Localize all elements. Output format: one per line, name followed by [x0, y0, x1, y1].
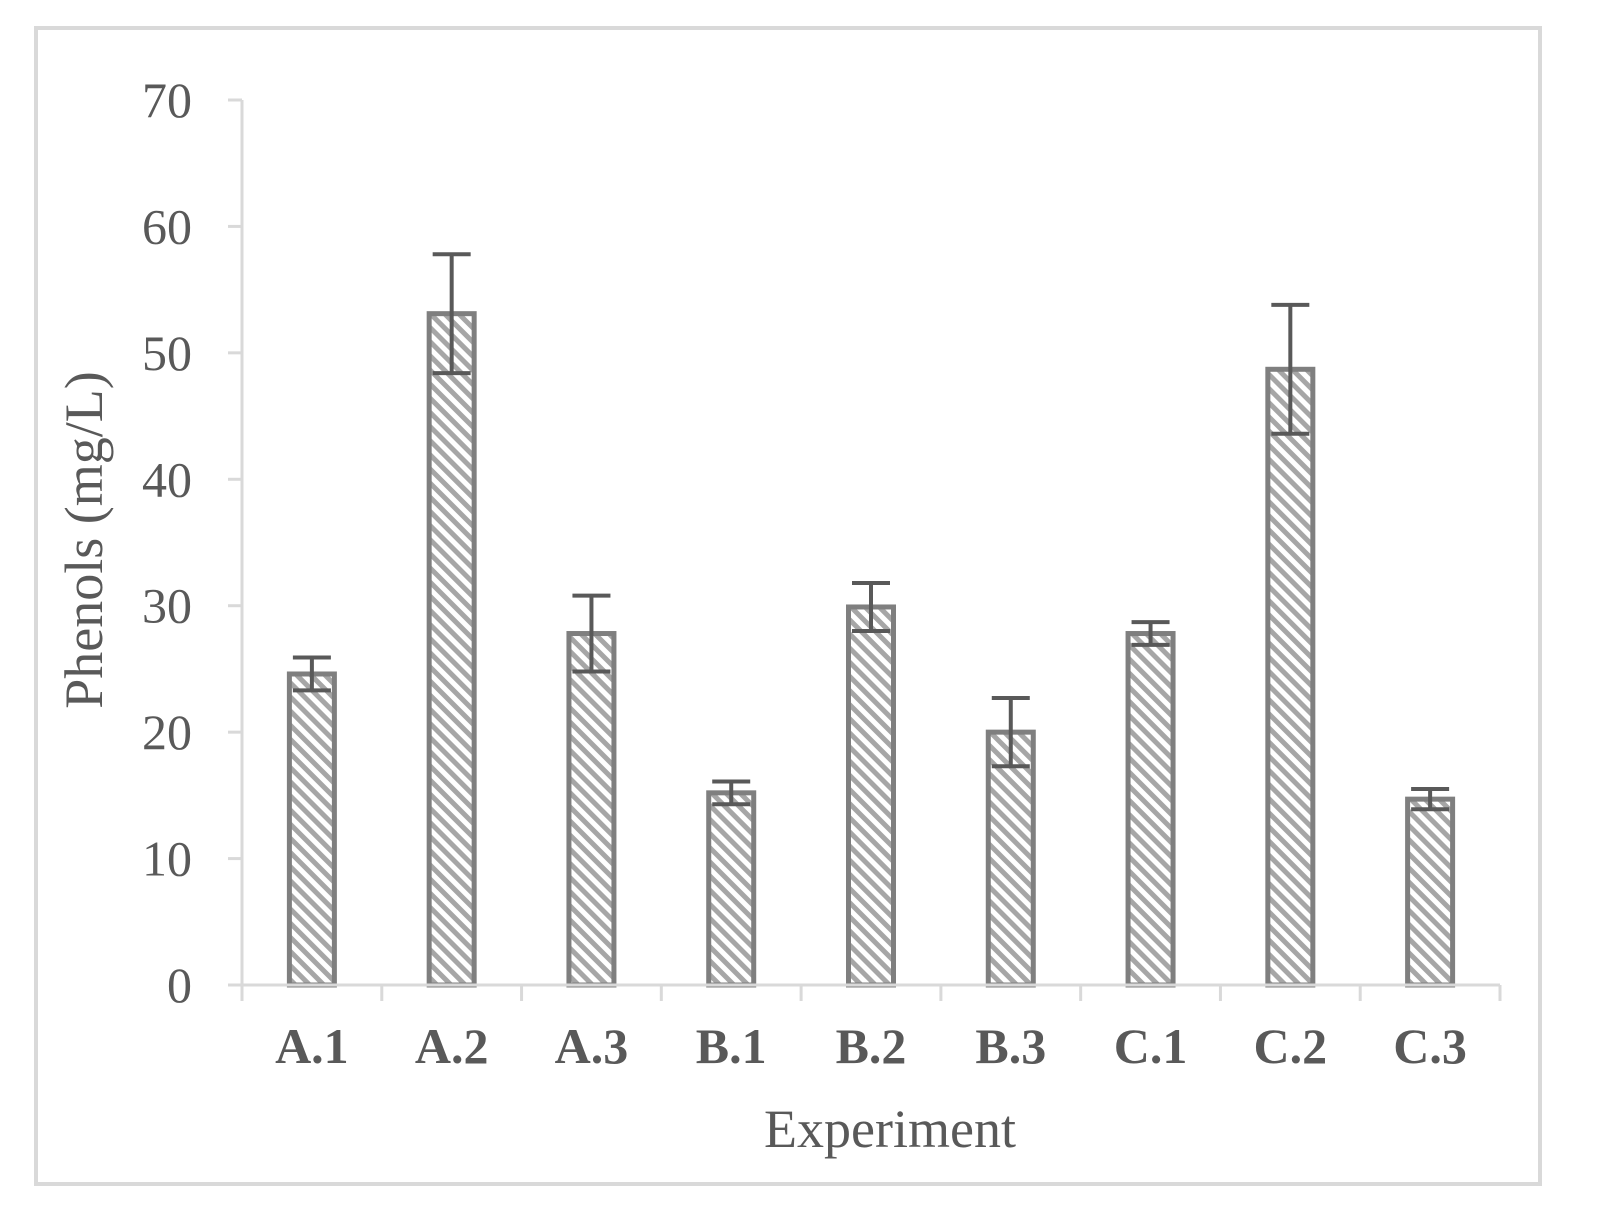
- bar-A.1: [286, 671, 337, 988]
- x-category-label: C.1: [1114, 1018, 1188, 1074]
- y-axis: 0 10 20 30 40 50 60 70: [142, 72, 244, 1013]
- x-category-label: A.3: [555, 1018, 629, 1074]
- x-category-label: B.1: [696, 1018, 767, 1074]
- bar-A.2: [426, 311, 477, 988]
- x-category-label: C.2: [1254, 1018, 1328, 1074]
- bar-C.1: [1125, 631, 1176, 988]
- bar-B.1: [706, 790, 757, 988]
- y-tick-label: 10: [142, 831, 192, 887]
- x-category-label: B.3: [975, 1018, 1046, 1074]
- y-tick-label: 50: [142, 325, 192, 381]
- bar-B.2: [846, 604, 896, 988]
- y-tick-label: 70: [142, 72, 192, 128]
- y-tick-label: 60: [142, 198, 192, 254]
- error-bars: [292, 252, 1450, 812]
- y-axis-title: Phenols (mg/L): [54, 371, 114, 708]
- x-category-label: A.1: [275, 1018, 349, 1074]
- bar-series: [286, 311, 1456, 988]
- bar-C.3: [1405, 796, 1456, 988]
- y-tick-label: 40: [142, 451, 192, 507]
- x-axis: A.1 A.2 A.3 B.1 B.2 B.3 C.1 C.2 C.3: [240, 983, 1502, 1074]
- y-tick-label: 0: [167, 957, 192, 1013]
- bar-B.3: [985, 729, 1036, 988]
- y-tick-label: 20: [142, 704, 192, 760]
- x-category-label: A.2: [415, 1018, 489, 1074]
- x-category-label: B.2: [836, 1018, 907, 1074]
- x-category-label: C.3: [1393, 1018, 1467, 1074]
- bar-C.2: [1265, 366, 1316, 988]
- y-tick-label: 30: [142, 578, 192, 634]
- x-axis-title: Experiment: [764, 1099, 1016, 1159]
- bar-A.3: [566, 631, 617, 988]
